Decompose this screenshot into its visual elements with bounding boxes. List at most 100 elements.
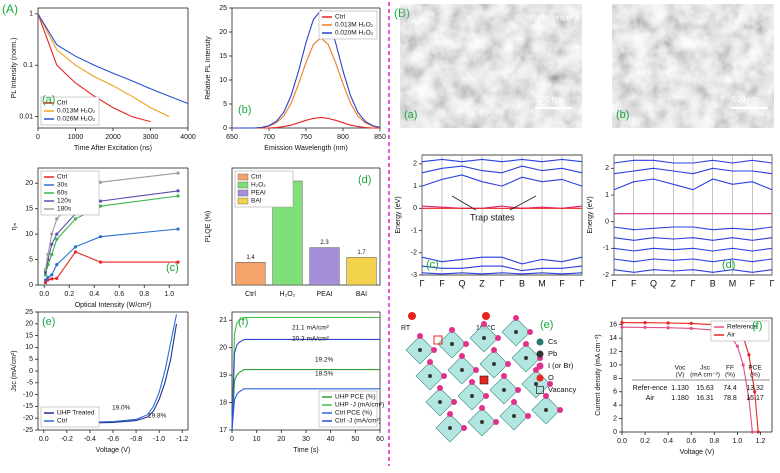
- x-tick-label: 50: [351, 436, 359, 443]
- table-cell: 1.180: [671, 395, 689, 402]
- series-line: [231, 369, 380, 431]
- series-line: [37, 13, 151, 123]
- atom-pb: [470, 394, 474, 398]
- y-axis-label: Relative PL Intensity: [205, 36, 212, 100]
- legend-label: Air: [727, 332, 736, 339]
- series-marker: [43, 270, 48, 274]
- series-marker: [55, 237, 59, 241]
- legend-swatch: [237, 197, 249, 205]
- series-line: [421, 158, 583, 163]
- y-tick-label: 5: [29, 256, 33, 263]
- figure-label: (A): [2, 2, 18, 16]
- atom-pb: [512, 414, 516, 418]
- x-tick-label: 0.0: [39, 291, 49, 298]
- x-tick-label: 10: [253, 436, 261, 443]
- y-tick-label: 19: [219, 372, 227, 379]
- series-marker: [735, 344, 739, 348]
- series-marker: [176, 194, 180, 198]
- y-tick-label: -10: [23, 391, 33, 398]
- atom-pb: [524, 356, 528, 360]
- y-tick-label: 10: [25, 231, 33, 238]
- atom-i: [523, 341, 529, 347]
- y-tick-label: 0: [413, 205, 417, 212]
- series-marker: [643, 321, 647, 325]
- x-tick-label: -0.2: [61, 436, 73, 443]
- table-header: (mA cm⁻²): [690, 372, 720, 379]
- series-marker: [43, 273, 48, 277]
- x-tick-label: 2000: [105, 134, 121, 141]
- x-tick-label: Γ: [691, 278, 696, 288]
- y-tick-label: 15: [25, 206, 33, 213]
- x-tick-label: 0.2: [640, 438, 650, 445]
- y-tick-label: 2: [413, 161, 417, 168]
- y-axis-label: ηᵢₙ: [11, 222, 18, 230]
- series-marker: [666, 321, 670, 325]
- y-tick-label: 4: [613, 402, 617, 409]
- annotation: 19.2%: [315, 357, 334, 364]
- y-tick-label: 1: [605, 192, 609, 199]
- series-line: [421, 256, 583, 265]
- legend-label: 0.013M H₂O₂: [335, 22, 374, 29]
- table-cell: 74.4: [723, 385, 737, 392]
- series-marker: [747, 353, 751, 357]
- x-tick-label: 0.4: [663, 438, 673, 445]
- x-tick-label: 0.8: [709, 438, 719, 445]
- series-marker: [666, 326, 670, 330]
- atom-i: [441, 373, 447, 379]
- series-marker: [55, 276, 59, 280]
- x-axis-label: Optical Intensity (W/cm²): [75, 302, 152, 309]
- series-line: [232, 37, 381, 129]
- x-tick-label: -0.4: [84, 436, 96, 443]
- atom-pb: [460, 368, 464, 372]
- legend-label: Reference: [727, 324, 757, 331]
- x-tick-label: 0.6: [114, 291, 124, 298]
- atom-i: [495, 335, 501, 341]
- series-line: [421, 165, 583, 174]
- y-tick-label: 15: [219, 53, 227, 60]
- x-tick-label: 1.0: [164, 291, 174, 298]
- series-marker: [43, 280, 48, 285]
- series-marker: [176, 171, 180, 175]
- x-tick-label: 850: [374, 134, 386, 141]
- series-line: [613, 167, 773, 175]
- y-tick-label: 5: [29, 356, 33, 363]
- temp-label: RT: [401, 325, 411, 332]
- y-axis-label: PLQE (%): [205, 211, 212, 243]
- x-tick-label: 30: [302, 436, 310, 443]
- x-tick-label: F: [559, 278, 565, 288]
- y-tick-label: -3: [411, 272, 417, 279]
- legend-label: O: [548, 373, 554, 382]
- legend-label: 60s: [57, 190, 68, 197]
- bar: [309, 247, 340, 286]
- annotation-arrow: [451, 195, 477, 211]
- legend-swatch: [237, 189, 249, 197]
- atom-pb: [514, 330, 518, 334]
- atom-i: [427, 359, 433, 365]
- series-line: [621, 326, 753, 433]
- x-tick-label: Γ: [612, 278, 617, 288]
- y-tick-label: 2: [605, 165, 609, 172]
- series-marker: [46, 252, 50, 257]
- legend-vacancy: [536, 386, 544, 394]
- x-tick-label: 40: [327, 436, 335, 443]
- series-line: [37, 13, 170, 118]
- atom-i: [451, 399, 457, 405]
- x-tick-label: 0: [36, 134, 40, 141]
- atom-i: [447, 411, 453, 417]
- x-tick-label: H₂O₂: [280, 291, 296, 298]
- series-marker: [689, 321, 693, 325]
- series-marker: [50, 252, 54, 257]
- series-marker: [46, 275, 50, 279]
- y-tick-label: 0.01: [19, 113, 33, 120]
- table-header: (%): [750, 372, 760, 379]
- x-tick-label: Γ: [770, 278, 775, 288]
- atom-i: [459, 353, 465, 359]
- bar: [235, 262, 266, 286]
- panel-label: (b): [238, 104, 251, 116]
- y-tick-label: 10: [609, 362, 617, 369]
- series-marker: [747, 396, 751, 401]
- table-cell: 15.17: [746, 395, 764, 402]
- x-tick-label: 650: [226, 134, 238, 141]
- table-cell: 1.130: [671, 385, 689, 392]
